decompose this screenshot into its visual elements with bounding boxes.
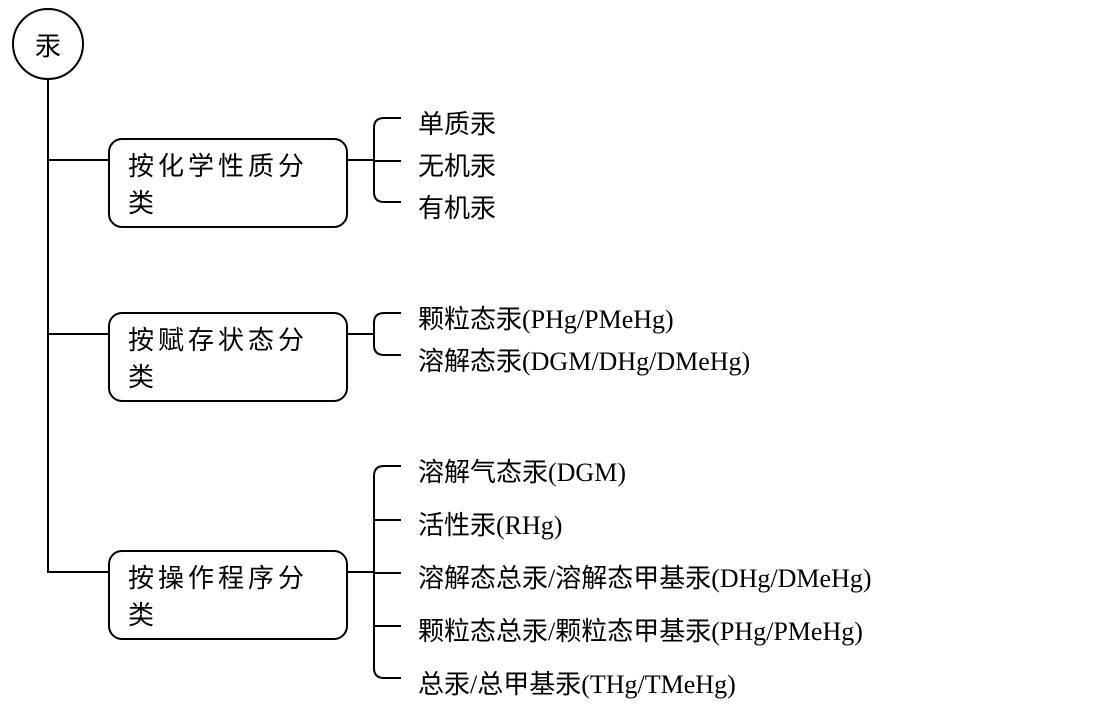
leaf-node: 无机汞 [418,146,496,183]
leaf-label: 无机汞 [418,152,496,181]
category-label: 按赋存状态分类 [128,320,328,394]
leaf-node: 活性汞(RHg) [418,505,562,542]
leaf-label: 颗粒态汞(PHg/PMeHg) [418,305,674,334]
leaf-node: 有机汞 [418,188,496,225]
category-node-cat-state: 按赋存状态分类 [108,312,348,402]
root-node: 汞 [12,8,84,80]
category-label: 按化学性质分类 [128,146,328,220]
category-label: 按操作程序分类 [128,558,328,632]
leaf-node: 溶解态总汞/溶解态甲基汞(DHg/DMeHg) [418,558,872,595]
leaf-label: 有机汞 [418,194,496,223]
leaf-node: 颗粒态汞(PHg/PMeHg) [418,299,674,336]
root-label: 汞 [35,26,61,63]
leaf-node: 溶解态汞(DGM/DHg/DMeHg) [418,341,750,378]
leaf-node: 颗粒态总汞/颗粒态甲基汞(PHg/PMeHg) [418,611,863,648]
leaf-label: 溶解态总汞/溶解态甲基汞(DHg/DMeHg) [418,564,872,593]
category-node-cat-procedure: 按操作程序分类 [108,550,348,640]
leaf-label: 总汞/总甲基汞(THg/TMeHg) [418,670,736,699]
category-node-cat-chemical: 按化学性质分类 [108,138,348,228]
leaf-label: 溶解态汞(DGM/DHg/DMeHg) [418,347,750,376]
leaf-label: 活性汞(RHg) [418,511,562,540]
leaf-node: 总汞/总甲基汞(THg/TMeHg) [418,664,736,701]
leaf-node: 单质汞 [418,104,496,141]
leaf-label: 单质汞 [418,110,496,139]
leaf-node: 溶解气态汞(DGM) [418,452,626,489]
leaf-label: 溶解气态汞(DGM) [418,458,626,487]
leaf-label: 颗粒态总汞/颗粒态甲基汞(PHg/PMeHg) [418,617,863,646]
